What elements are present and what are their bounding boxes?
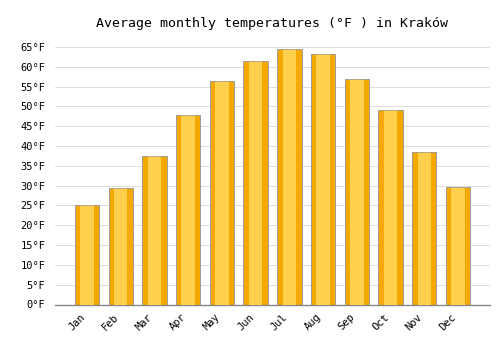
- Bar: [182, 115, 195, 304]
- Bar: [114, 188, 128, 304]
- Bar: [108, 188, 133, 304]
- Bar: [452, 187, 465, 304]
- Bar: [412, 152, 436, 304]
- Bar: [210, 81, 234, 304]
- Bar: [418, 152, 431, 304]
- Bar: [277, 49, 301, 304]
- Bar: [244, 61, 268, 304]
- Title: Average monthly temperatures (°F ) in Kraków: Average monthly temperatures (°F ) in Kr…: [96, 17, 448, 30]
- Bar: [378, 110, 402, 304]
- Bar: [378, 110, 402, 304]
- Bar: [316, 54, 330, 304]
- Bar: [176, 115, 201, 304]
- Bar: [350, 79, 364, 304]
- Bar: [446, 187, 470, 304]
- Bar: [277, 49, 301, 304]
- Bar: [75, 205, 99, 304]
- Bar: [344, 79, 369, 304]
- Bar: [142, 156, 167, 304]
- Bar: [344, 79, 369, 304]
- Bar: [249, 61, 262, 304]
- Bar: [311, 54, 336, 304]
- Bar: [244, 61, 268, 304]
- Bar: [176, 115, 201, 304]
- Bar: [108, 188, 133, 304]
- Bar: [215, 81, 228, 304]
- Bar: [210, 81, 234, 304]
- Bar: [80, 205, 94, 304]
- Bar: [142, 156, 167, 304]
- Bar: [384, 110, 398, 304]
- Bar: [446, 187, 470, 304]
- Bar: [282, 49, 296, 304]
- Bar: [75, 205, 99, 304]
- Bar: [148, 156, 161, 304]
- Bar: [412, 152, 436, 304]
- Bar: [311, 54, 336, 304]
